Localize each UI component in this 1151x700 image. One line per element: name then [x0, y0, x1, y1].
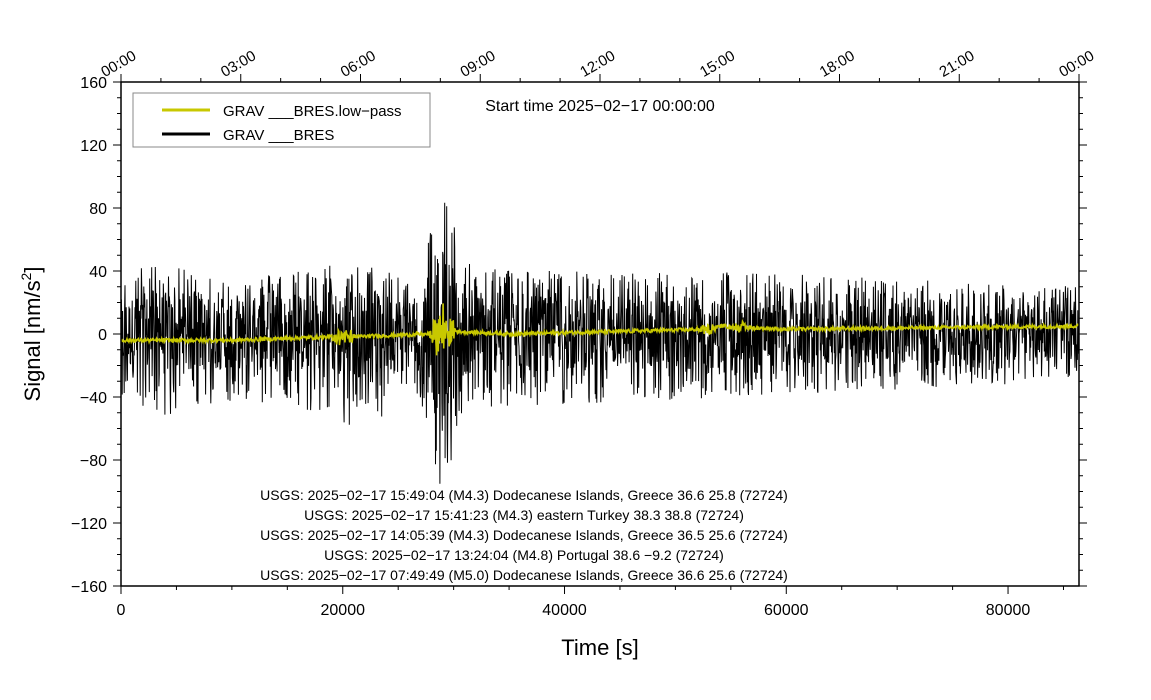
top-time-label: 21:00: [936, 47, 977, 80]
y-tick-label: 40: [89, 264, 107, 281]
x-tick-label: 0: [117, 602, 126, 619]
y-tick-label: −120: [71, 516, 107, 533]
top-time-label: 12:00: [577, 47, 618, 80]
legend-label-lowpass: GRAV ___BRES.low−pass: [223, 103, 402, 120]
top-time-label: 03:00: [218, 47, 259, 80]
x-tick-label: 20000: [321, 602, 366, 619]
event-annotation: USGS: 2025−02−17 14:05:39 (M4.3) Dodecan…: [260, 527, 788, 543]
event-annotation: USGS: 2025−02−17 07:49:49 (M5.0) Dodecan…: [260, 567, 788, 583]
top-time-label: 09:00: [457, 47, 498, 80]
top-time-label: 15:00: [697, 47, 738, 80]
lowpass-signal-line: [121, 303, 1079, 356]
top-time-label: 00:00: [1056, 47, 1097, 80]
event-annotation: USGS: 2025−02−17 13:24:04 (M4.8) Portuga…: [324, 547, 724, 563]
raw-signal-line: [121, 202, 1079, 484]
y-axis-label-close: ]: [20, 267, 45, 273]
event-annotations: USGS: 2025−02−17 15:49:04 (M4.3) Dodecan…: [260, 487, 788, 583]
legend-box: [132, 92, 431, 148]
legend-label-raw: GRAV ___BRES: [223, 127, 334, 144]
y-tick-label: −40: [80, 390, 107, 407]
y-tick-label: 80: [89, 201, 107, 218]
event-annotation: USGS: 2025−02−17 15:49:04 (M4.3) Dodecan…: [260, 487, 788, 503]
y-tick-label: 160: [80, 75, 107, 92]
top-time-label: 06:00: [338, 47, 379, 80]
x-tick-label: 40000: [542, 602, 587, 619]
lowpass-signal-series: [121, 303, 1079, 356]
y-axis-label-main: Signal [nm/s: [20, 280, 45, 401]
legend: GRAV ___BRES.low−pass GRAV ___BRES: [132, 92, 431, 148]
y-axis-label: Signal [nm/s2]: [18, 267, 45, 402]
event-annotation: USGS: 2025−02−17 15:41:23 (M4.3) eastern…: [304, 507, 744, 523]
y-tick-label: −80: [80, 453, 107, 470]
y-tick-label: 120: [80, 138, 107, 155]
y-tick-label: −160: [71, 579, 107, 596]
chart-title: Start time 2025−02−17 00:00:00: [485, 98, 715, 115]
x-axis-label: Time [s]: [561, 635, 638, 660]
x-tick-label: 60000: [764, 602, 809, 619]
raw-signal-series: [121, 202, 1079, 484]
top-time-label: 00:00: [98, 47, 139, 80]
x-tick-label: 80000: [986, 602, 1031, 619]
top-time-label: 18:00: [817, 47, 858, 80]
y-tick-label: 0: [98, 327, 107, 344]
y-axis-label-superscript: 2: [18, 272, 34, 280]
